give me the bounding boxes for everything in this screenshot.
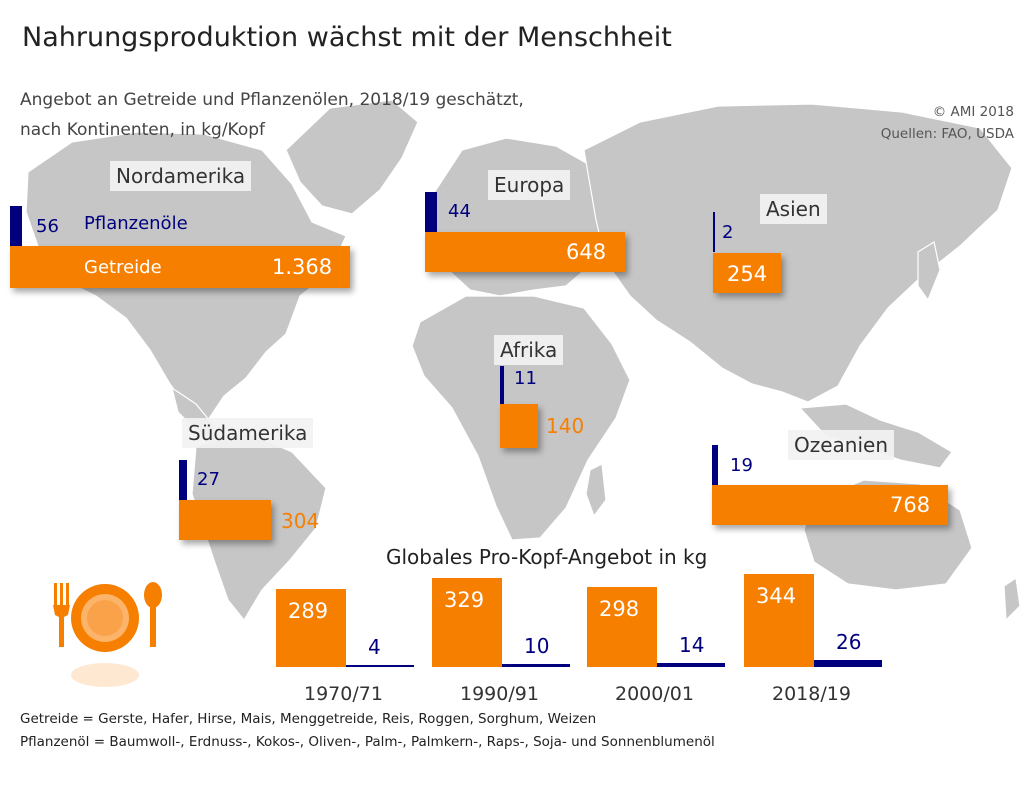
global-bar-oil-1970-71 bbox=[346, 665, 414, 667]
global-value-grain-1970-71: 289 bbox=[288, 598, 329, 623]
continent-label-afrika: Afrika bbox=[494, 335, 564, 365]
continent-label-asien: Asien bbox=[760, 194, 827, 224]
continent-label-europa: Europa bbox=[488, 170, 571, 200]
global-bar-grain-2000-01 bbox=[587, 586, 657, 667]
global-value-oil-2000-01: 14 bbox=[679, 633, 705, 658]
value-grain-afrika: 140 bbox=[546, 414, 585, 438]
value-oil-asien: 2 bbox=[722, 222, 734, 243]
value-oil-nordamerika: 56 bbox=[36, 216, 59, 237]
global-chart-title: Globales Pro-Kopf-Angebot in kg bbox=[386, 545, 708, 569]
bar-grain-suedamerika bbox=[179, 500, 271, 540]
global-bar-grain-1970-71 bbox=[276, 588, 346, 667]
subtitle-line-2: nach Kontinenten, in kg/Kopf bbox=[20, 120, 266, 140]
value-grain-nordamerika: 1.368 bbox=[272, 255, 333, 279]
bar-oil-suedamerika bbox=[179, 460, 187, 500]
value-grain-asien: 254 bbox=[727, 262, 768, 286]
bar-oil-europa bbox=[425, 192, 437, 232]
plate-fork-spoon-icon bbox=[53, 582, 162, 687]
global-year-label: 2000/01 bbox=[615, 683, 694, 705]
bar-grain-nordamerika bbox=[10, 246, 350, 288]
bar-grain-afrika bbox=[500, 404, 538, 448]
global-value-oil-2018-19: 26 bbox=[836, 629, 862, 654]
global-value-grain-1990-91: 329 bbox=[444, 588, 485, 613]
legend-oil-label: Pflanzenöle bbox=[84, 213, 188, 234]
value-oil-suedamerika: 27 bbox=[197, 469, 220, 490]
global-value-oil-1990-91: 10 bbox=[524, 634, 550, 659]
bar-grain-europa bbox=[425, 232, 625, 272]
bar-grain-asien bbox=[713, 253, 781, 293]
bar-oil-ozeanien bbox=[712, 445, 718, 485]
global-bar-oil-2000-01 bbox=[657, 663, 725, 667]
sources-note: Quellen: FAO, USDA bbox=[880, 126, 1014, 142]
global-bar-oil-2018-19 bbox=[814, 659, 882, 667]
value-grain-suedamerika: 304 bbox=[281, 509, 320, 533]
global-bar-oil-1990-91 bbox=[502, 664, 570, 667]
value-oil-europa: 44 bbox=[448, 201, 471, 222]
bar-oil-nordamerika bbox=[10, 206, 22, 246]
bar-oil-asien bbox=[713, 212, 715, 252]
global-year-label: 1990/91 bbox=[460, 683, 539, 705]
global-year-label: 1970/71 bbox=[304, 683, 383, 705]
global-year-label: 2018/19 bbox=[772, 683, 851, 705]
continent-label-ozeanien: Ozeanien bbox=[788, 430, 895, 460]
continent-label-suedamerika: Südamerika bbox=[182, 418, 314, 448]
value-oil-afrika: 11 bbox=[514, 368, 537, 389]
footnote-grain: Getreide = Gerste, Hafer, Hirse, Mais, M… bbox=[20, 711, 597, 727]
value-grain-ozeanien: 768 bbox=[890, 493, 931, 517]
page-title: Nahrungsproduktion wächst mit der Mensch… bbox=[22, 22, 672, 53]
global-bar-grain-2018-19 bbox=[744, 574, 814, 667]
continent-label-nordamerika: Nordamerika bbox=[110, 161, 252, 191]
copyright-note: © AMI 2018 bbox=[932, 104, 1014, 120]
global-value-grain-2000-01: 298 bbox=[599, 596, 640, 621]
global-value-grain-2018-19: 344 bbox=[756, 584, 797, 609]
value-oil-ozeanien: 19 bbox=[730, 455, 753, 476]
global-value-oil-1970-71: 4 bbox=[368, 635, 381, 659]
footnote-oil: Pflanzenöl = Baumwoll-, Erdnuss-, Kokos-… bbox=[20, 734, 715, 750]
legend-grain-label: Getreide bbox=[84, 257, 162, 278]
bar-grain-ozeanien bbox=[712, 485, 948, 525]
subtitle-line-1: Angebot an Getreide und Pflanzenölen, 20… bbox=[20, 90, 524, 110]
value-grain-europa: 648 bbox=[566, 240, 607, 264]
global-bar-grain-1990-91 bbox=[432, 578, 502, 667]
bar-oil-afrika bbox=[500, 366, 504, 404]
